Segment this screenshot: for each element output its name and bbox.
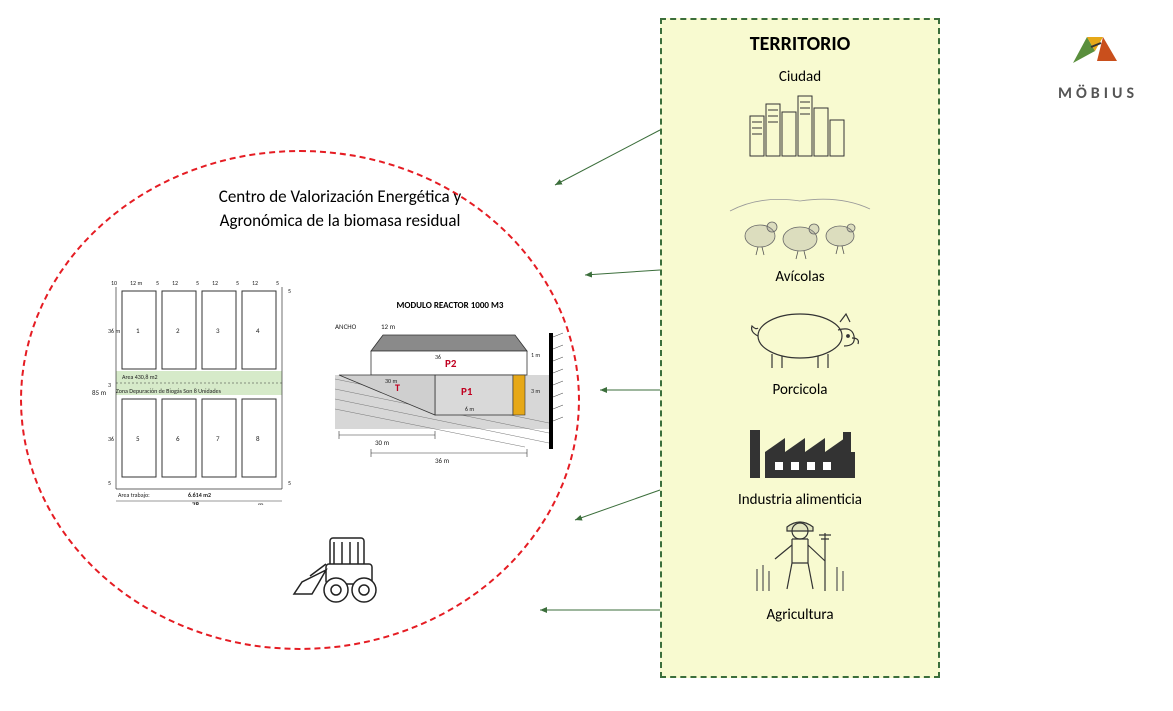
svg-text:5: 5 (196, 279, 199, 287)
arrow (575, 490, 660, 520)
svg-text:30 m: 30 m (375, 438, 390, 447)
svg-text:Area trabajo:: Area trabajo: (118, 491, 150, 499)
svg-text:85 m: 85 m (92, 388, 107, 397)
logo-text: MÖBIUS (1058, 84, 1138, 103)
svg-text:5: 5 (236, 279, 239, 287)
svg-text:12: 12 (252, 279, 258, 287)
territory-panel: TERRITORIO Ciudad (660, 18, 940, 678)
svg-text:12 m: 12 m (130, 279, 142, 287)
reactor-diagram: MODULO REACTOR 1000 M3 ANCHO 12 m P2 P1 (335, 300, 565, 480)
pig-icon (730, 296, 870, 374)
svg-text:3: 3 (108, 381, 111, 389)
loader-icon (290, 520, 400, 615)
svg-text:36 m: 36 m (435, 456, 450, 465)
svg-text:1: 1 (136, 326, 140, 335)
mobius-logo-icon (1063, 25, 1133, 75)
svg-text:5: 5 (136, 434, 140, 443)
svg-text:8: 8 (256, 434, 260, 443)
territory-title: TERRITORIO (662, 20, 938, 62)
territory-item-avicolas: Avícolas (662, 187, 938, 286)
arrow (585, 270, 660, 275)
territory-label: Porcicola (662, 381, 938, 399)
territory-item-industria: Industria alimenticia (662, 409, 938, 509)
plan-diagram: 85 m 10 12 m 5 12 5 12 5 12 5 5 36 m 1 2… (88, 275, 313, 510)
svg-text:Zona Depuración de Biogás: Zona Depuración de Biogás Son 8 Unidades (116, 387, 222, 395)
factory-icon (735, 412, 865, 484)
svg-text:30 m: 30 m (385, 377, 397, 385)
svg-text:5: 5 (276, 279, 279, 287)
svg-text:36: 36 (435, 353, 441, 361)
center-title-line2: Agronómica de la biomasa residual (220, 210, 461, 231)
territory-label: Agricultura (662, 606, 938, 624)
svg-text:6: 6 (176, 434, 180, 443)
farmer-icon (745, 513, 855, 599)
territory-label: Avícolas (662, 268, 938, 286)
svg-text:3 m: 3 m (531, 387, 540, 395)
logo: MÖBIUS (1058, 25, 1138, 103)
svg-text:P2: P2 (445, 357, 457, 370)
svg-text:12: 12 (212, 279, 218, 287)
svg-text:2: 2 (176, 326, 180, 335)
svg-text:5: 5 (288, 479, 291, 487)
svg-text:12: 12 (172, 279, 178, 287)
svg-text:36 m: 36 m (108, 327, 120, 335)
territory-item-agricultura: Agricultura (662, 517, 938, 624)
center-title: Centro de Valorización Energética y Agro… (160, 185, 520, 233)
svg-text:6 m: 6 m (465, 405, 474, 413)
svg-text:6.614 m2: 6.614 m2 (188, 491, 211, 499)
svg-text:4: 4 (256, 326, 260, 335)
svg-text:3: 3 (216, 326, 220, 335)
arrow (555, 130, 660, 185)
reactor-title: MODULO REACTOR 1000 M3 (335, 300, 565, 311)
territory-label: Industria alimenticia (662, 491, 938, 509)
city-icon (740, 86, 860, 164)
svg-text:10: 10 (111, 279, 117, 287)
svg-text:5: 5 (108, 479, 111, 487)
svg-text:P1: P1 (461, 385, 473, 398)
svg-text:Area 430,8 m2: Area 430,8 m2 (122, 373, 158, 381)
poultry-icon (720, 191, 880, 261)
svg-text:36: 36 (108, 435, 114, 443)
territory-item-ciudad: Ciudad (662, 68, 938, 169)
svg-text:5: 5 (288, 287, 291, 295)
svg-text:5: 5 (156, 279, 159, 287)
svg-text:m: m (258, 500, 264, 505)
territory-label: Ciudad (662, 68, 938, 86)
svg-text:7: 7 (216, 434, 220, 443)
svg-text:ANCHO: ANCHO (335, 322, 357, 331)
svg-text:12 m: 12 m (381, 322, 396, 331)
territory-item-porcicola: Porcicola (662, 296, 938, 399)
center-title-line1: Centro de Valorización Energética y (219, 186, 461, 207)
svg-text:78: 78 (192, 500, 200, 505)
svg-text:1 m: 1 m (531, 351, 540, 359)
